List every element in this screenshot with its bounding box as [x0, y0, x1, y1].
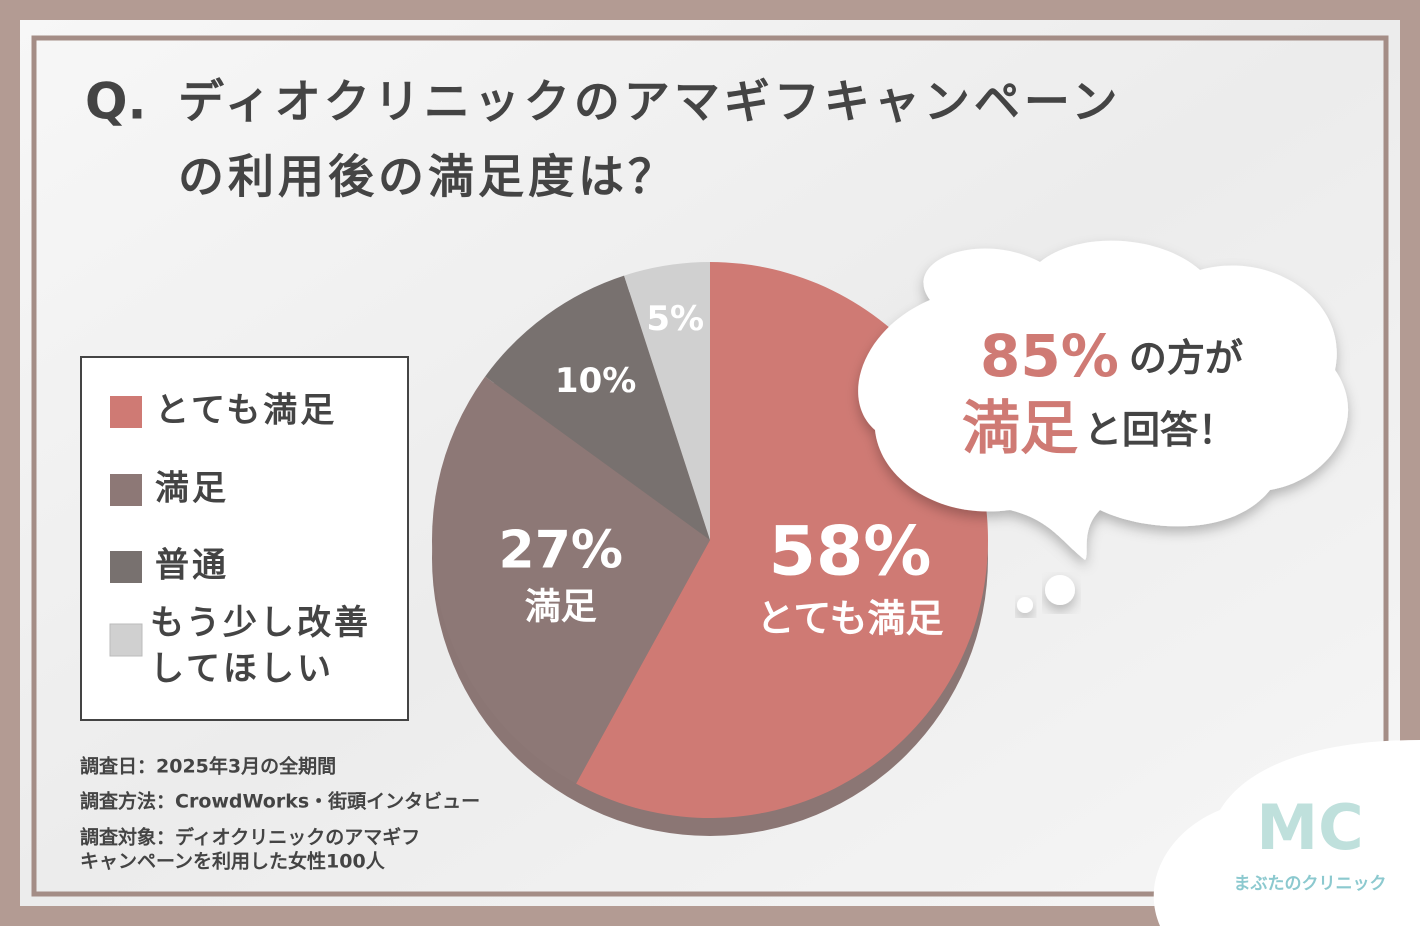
callout-value: 85% [980, 322, 1119, 390]
legend-label: 普通 [155, 546, 229, 586]
legend-swatch [110, 396, 142, 428]
title-line: の利用後の満足度は？ [178, 150, 678, 204]
note: 調査対象：ディオクリニックのアマギフ [80, 826, 420, 849]
callout-text: 満足 と回答！ [962, 394, 1236, 462]
pie-slice [431, 376, 710, 784]
legend-label: とても満足 [155, 391, 337, 431]
value-label: 27% [499, 520, 623, 580]
value-label: 10% [555, 361, 636, 401]
title-prefix: Q. [85, 73, 147, 131]
title-line: ディオクリニックのアマギフキャンペーン [178, 75, 1122, 129]
speech-bubble [858, 240, 1349, 560]
value-label: 5% [646, 299, 704, 339]
legend-label-box: もう少し改善してほしい [150, 603, 371, 689]
legend-swatch [110, 551, 142, 583]
logo-mark: MC [1256, 791, 1363, 864]
value-label: 58% [769, 512, 932, 591]
logo-blob [1153, 740, 1420, 926]
note: 調査方法：CrowdWorks・街頭インタビュー [80, 790, 480, 813]
pie-slice [624, 262, 710, 540]
note: キャンペーンを利用した女性100人 [80, 850, 386, 873]
legend-swatch [110, 474, 142, 506]
note: 調査日：2025年3月の全期間 [80, 755, 336, 778]
bubble-dot [1017, 597, 1033, 613]
inner-border [31, 35, 1389, 897]
callout-highlight: 満足 [962, 394, 1078, 462]
legend-label: もう少し改善してほしい [150, 603, 371, 689]
legend-label: 満足 [155, 469, 229, 509]
legend-swatch [109, 623, 143, 657]
callout-text: と回答！ [1084, 408, 1236, 452]
pie-slice [485, 275, 710, 540]
legend-box [80, 356, 409, 721]
callout-text: の方が [1129, 336, 1243, 380]
slice-name: とても満足 [757, 596, 944, 640]
logo-name: まぶたのクリニック [1234, 874, 1387, 894]
slice-name: 満足 [525, 586, 597, 627]
callout-text: 85% の方が [980, 322, 1243, 390]
bubble-dot [1045, 575, 1075, 605]
